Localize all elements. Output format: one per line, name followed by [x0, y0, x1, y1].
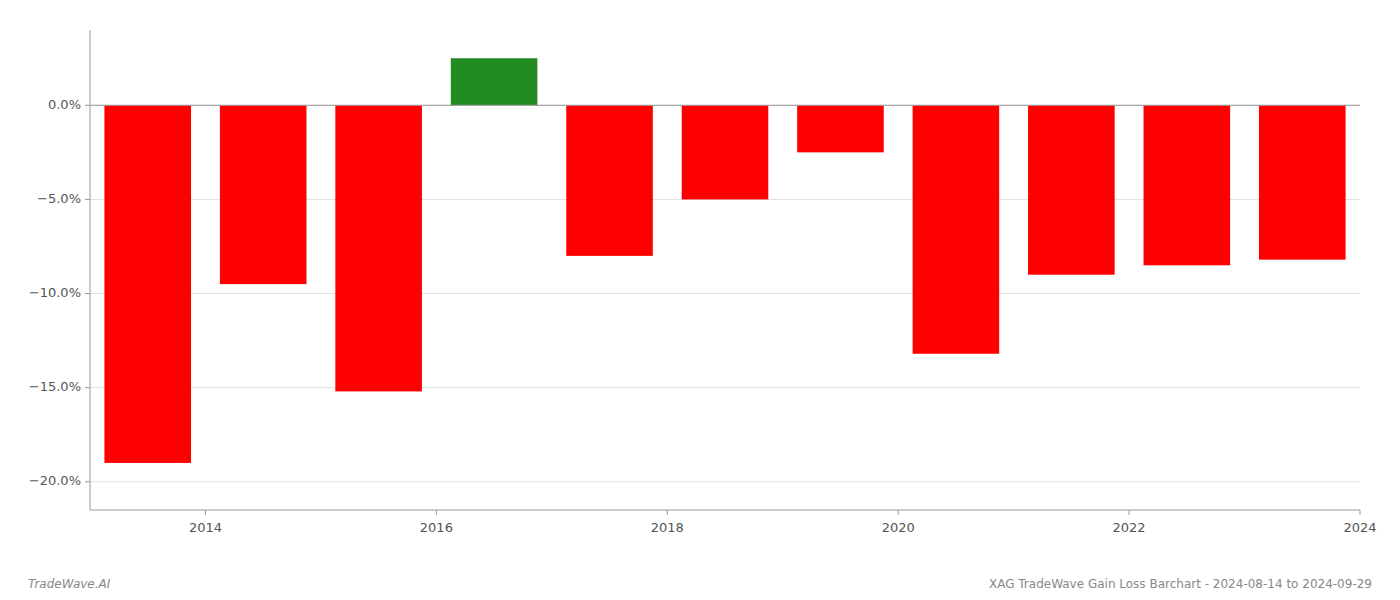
grid-line — [90, 105, 1360, 106]
chart-container: 0.0%−5.0%−10.0%−15.0%−20.0%2014201620182… — [0, 0, 1400, 600]
x-axis-line — [90, 510, 1360, 511]
x-tick — [1360, 510, 1361, 515]
bar — [566, 105, 653, 256]
bar — [1144, 105, 1231, 265]
bar — [104, 105, 191, 463]
bar — [220, 105, 307, 284]
x-tick-label: 2014 — [189, 520, 222, 535]
y-tick-label: −15.0% — [29, 379, 81, 394]
bar — [1259, 105, 1346, 259]
y-tick — [85, 105, 90, 106]
footer-right: XAG TradeWave Gain Loss Barchart - 2024-… — [989, 577, 1372, 591]
x-tick — [898, 510, 899, 515]
bar — [335, 105, 422, 391]
x-tick — [205, 510, 206, 515]
x-tick-label: 2018 — [651, 520, 684, 535]
bar — [1028, 105, 1115, 274]
footer-left: TradeWave.AI — [28, 577, 111, 591]
zero-line — [90, 105, 1360, 106]
x-tick — [436, 510, 437, 515]
x-axis: 2014 2016 2018 2020 2022 2024 — [90, 510, 1377, 535]
x-tick-label: 2022 — [1113, 520, 1146, 535]
x-tick-label: 2024 — [1343, 520, 1376, 535]
y-tick-label: 0.0% — [48, 97, 81, 112]
y-axis-line — [90, 30, 91, 510]
y-tick — [85, 481, 90, 482]
bars — [104, 58, 1345, 463]
grid — [90, 105, 1360, 481]
x-tick-label: 2016 — [420, 520, 453, 535]
grid-line — [90, 387, 1360, 388]
x-tick-label: 2020 — [882, 520, 915, 535]
bar — [913, 105, 1000, 353]
bar — [797, 105, 884, 152]
y-tick — [85, 293, 90, 294]
chart-svg: 0.0%−5.0%−10.0%−15.0%−20.0%2014201620182… — [0, 0, 1400, 600]
y-axis: 0.0% −5.0% −10.0% −15.0% −20.0% — [29, 30, 90, 510]
x-tick — [667, 510, 668, 515]
y-tick-label: −20.0% — [29, 473, 81, 488]
bar — [451, 58, 538, 105]
y-tick-label: −10.0% — [29, 285, 81, 300]
bar — [682, 105, 769, 199]
x-tick — [1129, 510, 1130, 515]
grid-line — [90, 481, 1360, 482]
y-tick-label: −5.0% — [37, 191, 81, 206]
background — [0, 0, 1400, 600]
y-tick — [85, 387, 90, 388]
grid-line — [90, 293, 1360, 294]
y-tick — [85, 199, 90, 200]
